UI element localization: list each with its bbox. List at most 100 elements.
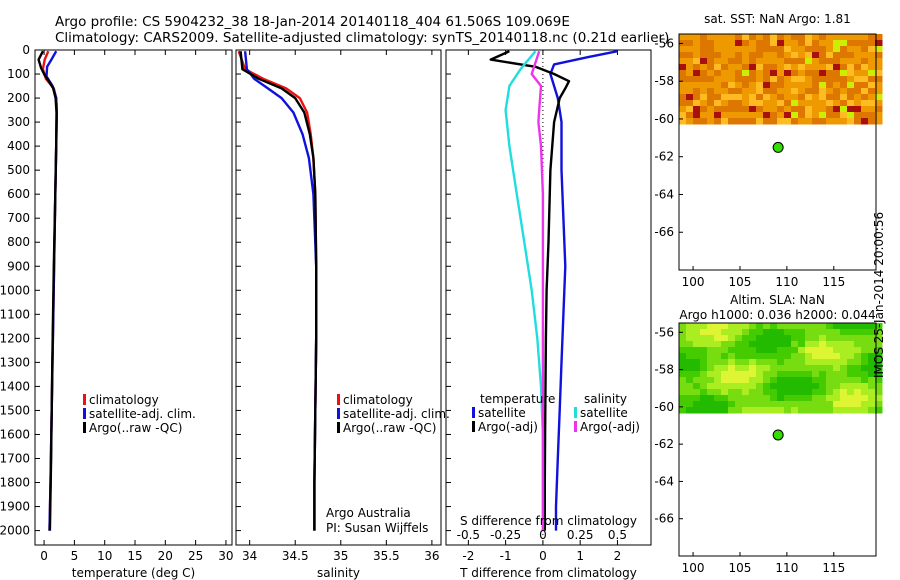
sst_map-heat-cell	[714, 40, 722, 47]
sst_map-heat-cell	[749, 118, 757, 125]
sla_map-heat-cell	[693, 389, 701, 396]
salinity-diff-tick-label: -0.25	[490, 528, 521, 542]
sla_map-heat-cell	[861, 389, 869, 396]
sla_map-heat-cell	[756, 329, 764, 336]
sla_map-heat-cell	[798, 383, 806, 390]
sla_map-heat-cell	[707, 323, 715, 330]
sst_map-title: sat. SST: NaN Argo: 1.81	[704, 12, 851, 26]
sst_map-heat-cell	[812, 118, 820, 125]
sla_map-heat-cell	[756, 359, 764, 366]
sla_map-heat-cell	[875, 389, 883, 396]
sst_map-heat-cell	[840, 76, 848, 83]
sst_map-heat-cell	[784, 94, 792, 101]
sla_map-heat-cell	[791, 365, 799, 372]
sst_map-heat-cell	[854, 94, 862, 101]
sst_map-heat-cell	[700, 118, 708, 125]
sla_map-heat-cell	[784, 407, 792, 414]
temperature-xtick-label: 10	[97, 549, 112, 563]
sst_map-heat-cell	[756, 94, 764, 101]
sst_map-heat-cell	[777, 112, 785, 119]
depth-tick-label: 1000	[0, 283, 30, 297]
sla_map-heat-cell	[707, 353, 715, 360]
sst_map-heat-cell	[742, 40, 750, 47]
sla_map-heat-cell	[756, 347, 764, 354]
sla_map-heat-cell	[847, 401, 855, 408]
sla_map-heat-cell	[791, 329, 799, 336]
sst_map-heat-cell	[798, 94, 806, 101]
sla_map-heat-cell	[854, 383, 862, 390]
sla_map-xtick-label: 105	[729, 561, 752, 575]
sst_map-heat-cell	[749, 112, 757, 119]
sla_map-heat-cell	[742, 335, 750, 342]
sst_map-heat-cell	[868, 34, 876, 41]
sla_map-heat-cell	[707, 341, 715, 348]
sst_map-heat-cell	[798, 70, 806, 77]
sst_map-heat-cell	[868, 64, 876, 71]
sla_map-heat-cell	[805, 335, 813, 342]
sst_map-heat-cell	[812, 46, 820, 53]
sla_map-heat-cell	[791, 371, 799, 378]
sla_map-heat-cell	[749, 329, 757, 336]
sst_map-heat-cell	[749, 40, 757, 47]
sst_map-heat-cell	[742, 82, 750, 89]
sla_map-heat-cell	[693, 395, 701, 402]
sla_map-frame	[678, 322, 877, 557]
sst_map-heat-cell	[875, 94, 883, 101]
sla_map-heat-cell	[707, 401, 715, 408]
sst_map-heat-cell	[742, 94, 750, 101]
sst_map-heat-cell	[791, 76, 799, 83]
sla_map-heat-cell	[847, 359, 855, 366]
sst_map-heat-cell	[875, 46, 883, 53]
sla_map-subtitle: Argo h1000: 0.036 h2000: 0.044	[679, 308, 875, 322]
difference-xtick-label: 1	[576, 549, 584, 563]
sst_map-heat-cell	[728, 64, 736, 71]
sla_map-heat-cell	[763, 341, 771, 348]
sst_map-heat-cell	[770, 76, 778, 83]
sst_map-heat-cell	[763, 82, 771, 89]
sla_map-heat-cell	[686, 341, 694, 348]
sla_map-heat-cell	[749, 323, 757, 330]
sst_map-heat-cell	[749, 100, 757, 107]
sla_map-heat-cell	[700, 359, 708, 366]
sst_map-heat-cell	[868, 52, 876, 59]
sla_map-heat-cell	[686, 365, 694, 372]
sst_map-heat-cell	[700, 40, 708, 47]
sst_map-heat-cell	[728, 58, 736, 65]
sst_map-heat-cell	[826, 40, 834, 47]
sla_map-ytick-label: -60	[654, 400, 674, 414]
sla_map-heat-cell	[791, 377, 799, 384]
sla_map-heat-cell	[679, 335, 687, 342]
sst_map-heat-cell	[784, 76, 792, 83]
sla_map-heat-cell	[679, 323, 687, 330]
sla_map-heat-cell	[721, 365, 729, 372]
sla_map-heat-cell	[854, 389, 862, 396]
sst_map-heat-cell	[777, 52, 785, 59]
sst_map-heat-cell	[833, 52, 841, 59]
sla_map-heat-cell	[791, 389, 799, 396]
sst_map-ytick-label: -64	[654, 187, 674, 201]
sst_map-heat-cell	[714, 112, 722, 119]
sst_map-heat-cell	[756, 58, 764, 65]
sst_map-heat-cell	[700, 112, 708, 119]
sla_map-heat-cell	[791, 395, 799, 402]
sla_map-heat-cell	[686, 329, 694, 336]
temperature-xlabel: temperature (deg C)	[72, 566, 195, 580]
sst_map-heat-cell	[840, 94, 848, 101]
sla_map-heat-cell	[868, 389, 876, 396]
sla_map-heat-cell	[875, 353, 883, 360]
sst_map-heat-cell	[707, 40, 715, 47]
sst_map-heat-cell	[854, 46, 862, 53]
sla_map-heat-cell	[770, 347, 778, 354]
sla_map-heat-cell	[700, 335, 708, 342]
sla_map-heat-cell	[833, 341, 841, 348]
sst_map-ytick-label: -66	[654, 225, 674, 239]
temperature-xtick-label: 25	[188, 549, 203, 563]
sla_map-heat-cell	[861, 365, 869, 372]
salinity-panel: 34 34.5 35 35.5 36 climatologysatellite-adj. …	[235, 49, 450, 580]
depth-tick-label: 300	[7, 115, 30, 129]
sst_map-heat-cell	[763, 52, 771, 59]
sst_map-heat-cell	[763, 100, 771, 107]
sst_map-heat-cell	[875, 100, 883, 107]
sla_map-heat-cell	[714, 395, 722, 402]
sst_map-heat-cell	[833, 82, 841, 89]
